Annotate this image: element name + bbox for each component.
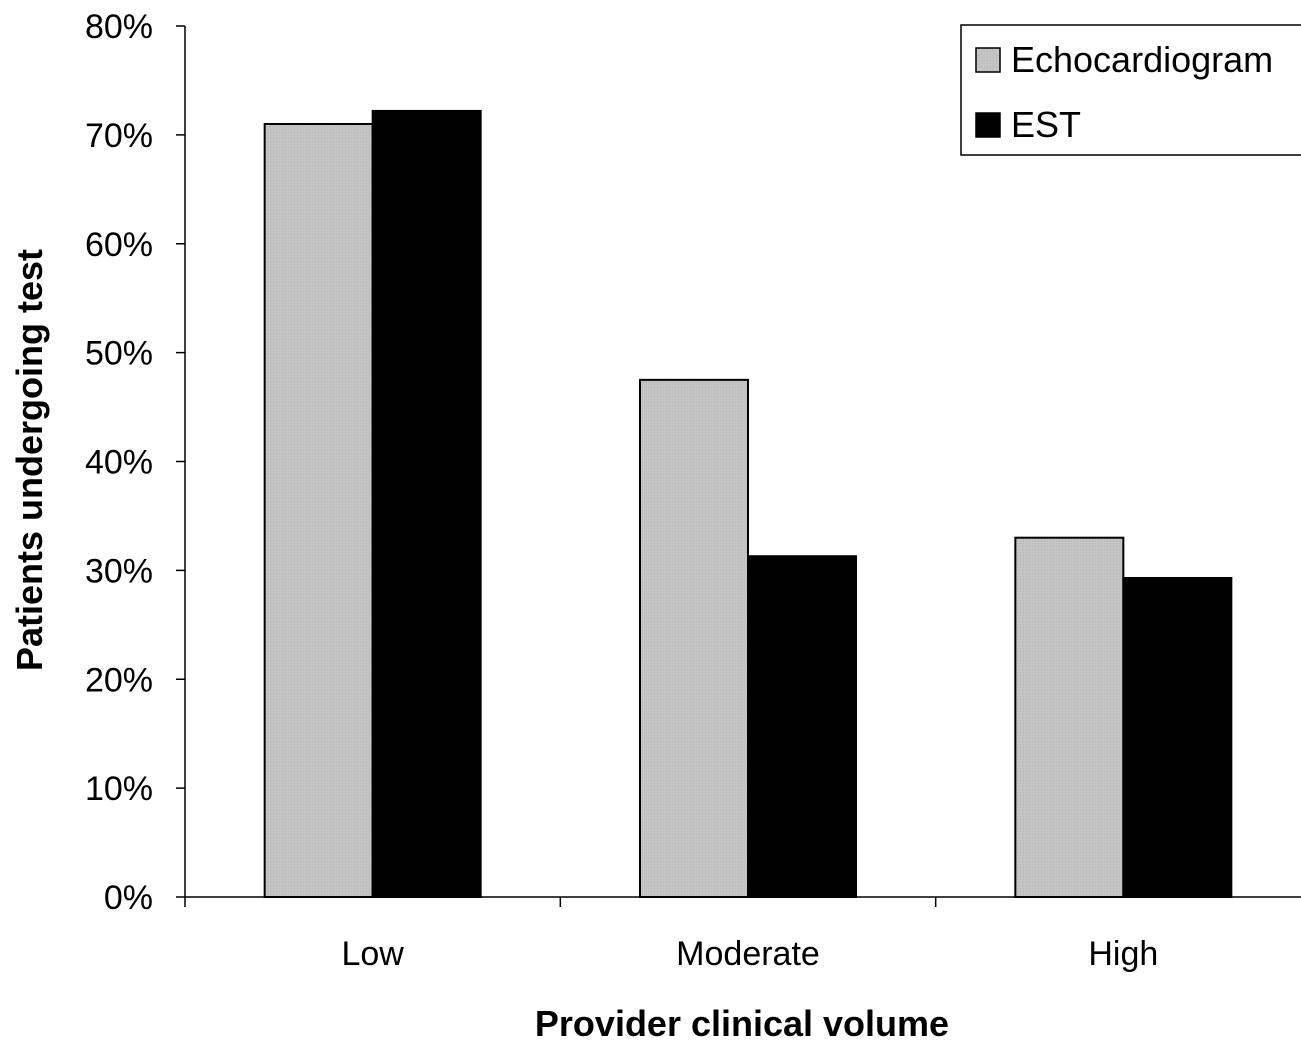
axes-layer bbox=[176, 25, 1301, 907]
bar-est-moderate bbox=[747, 555, 857, 898]
legend-box bbox=[960, 24, 1301, 156]
y-tick-label: 70% bbox=[85, 117, 153, 155]
y-tick-label: 50% bbox=[85, 335, 153, 373]
y-tick-label: 40% bbox=[85, 444, 153, 482]
tick-labels-layer: 0% 10% 20% 30% 40% 50% 60% 70% 80% Low Moderate Hig… bbox=[85, 8, 1158, 973]
legend-label-est: EST bbox=[1011, 104, 1081, 145]
y-tick-label: 80% bbox=[85, 8, 153, 46]
x-axis-title: Provider clinical volume bbox=[535, 1003, 949, 1043]
bar-est-high bbox=[1122, 576, 1233, 899]
legend-label-echocardiogram: Echocardiogram bbox=[1011, 39, 1273, 80]
y-tick-label: 30% bbox=[85, 552, 153, 590]
bar-echocardiogram-high bbox=[1014, 536, 1125, 899]
y-tick-label: 20% bbox=[85, 661, 153, 699]
y-axis-title: Patients undergoing test bbox=[9, 249, 50, 671]
y-tick-label: 0% bbox=[104, 879, 153, 917]
bars-layer bbox=[263, 109, 1233, 899]
legend: Echocardiogram EST bbox=[960, 24, 1301, 156]
y-tick-label: 10% bbox=[85, 770, 153, 808]
x-tick-label-moderate: Moderate bbox=[676, 935, 820, 973]
bar-echocardiogram-moderate bbox=[639, 378, 749, 898]
legend-swatch-echocardiogram bbox=[975, 47, 1001, 73]
legend-swatch-est bbox=[975, 112, 1001, 138]
bar-echocardiogram-low bbox=[263, 122, 374, 899]
y-tick-label: 60% bbox=[85, 226, 153, 264]
x-tick-label-low: Low bbox=[341, 935, 404, 973]
bar-est-low bbox=[371, 109, 482, 899]
x-tick-label-high: High bbox=[1088, 935, 1158, 973]
